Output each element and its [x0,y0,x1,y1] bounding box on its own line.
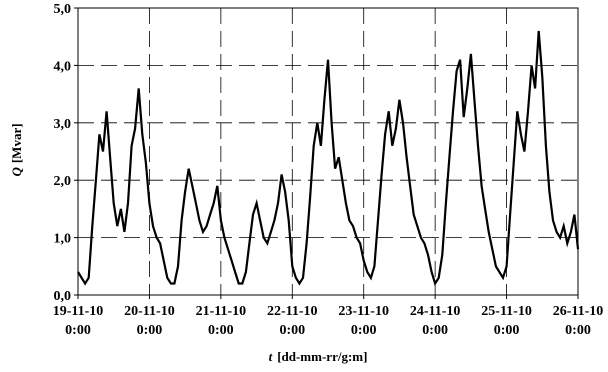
x-tick-label-date: 19-11-10 [53,304,104,319]
y-axis-symbol: Q [9,167,24,177]
x-axis-title: t [dd-mm-rr/g:m] [269,349,368,364]
y-tick-label: 2,0 [54,174,72,189]
y-tick-label: 1,0 [54,232,72,247]
x-tick-label-date: 24-11-10 [410,304,461,319]
x-tick-label-date: 25-11-10 [481,304,532,319]
series-line [77,30,580,287]
x-tick-label-date: 23-11-10 [338,304,389,319]
x-tick-label-time: 0:00 [351,323,377,338]
grid [78,8,578,295]
x-tick-label-date: 21-11-10 [196,304,247,319]
y-tick-label: 5,0 [54,2,72,17]
y-axis-title: Q [Mvar] [9,123,24,176]
y-tick-label: 0,0 [54,289,72,304]
y-tick-label: 3,0 [54,117,72,132]
x-axis-ticks: 19-11-10 0:00 20-11-10 0:00 21-11-10 0:00 22-1… [53,295,604,338]
x-tick-label-time: 0:00 [137,323,163,338]
x-tick-label-time: 0:00 [565,323,591,338]
plot-frame [77,7,579,296]
x-tick-label-date: 22-11-10 [267,304,318,319]
x-tick-label-time: 0:00 [65,323,91,338]
x-tick-label-date: 20-11-10 [124,304,175,319]
y-axis-ticks: 0,0 1,0 2,0 3,0 4,0 5,0 [54,2,78,304]
x-tick-label-time: 0:00 [422,323,448,338]
x-tick-label-time: 0:00 [208,323,234,338]
x-axis-unit: [dd-mm-rr/g:m] [277,349,367,364]
x-tick-label-date: 26-11-10 [553,304,604,319]
y-tick-label: 4,0 [54,59,72,74]
x-tick-label-time: 0:00 [494,323,520,338]
x-axis-symbol: t [269,349,273,364]
x-tick-label-time: 0:00 [279,323,305,338]
y-axis-unit: [Mvar] [9,123,24,163]
